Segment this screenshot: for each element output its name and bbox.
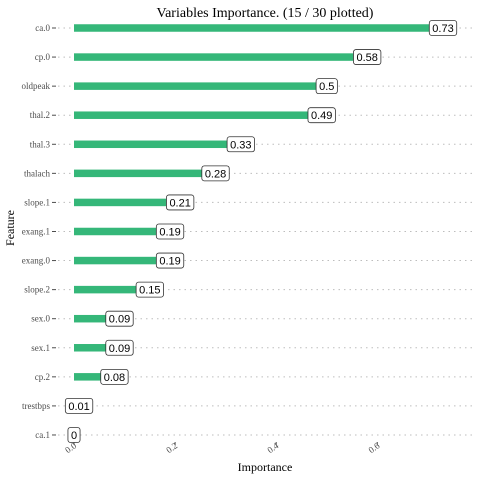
y-tick-label: exang.1 [22, 226, 50, 236]
value-label: 0.19 [155, 223, 185, 240]
value-label-box [155, 223, 185, 240]
bar [74, 169, 216, 178]
value-labels: 0.73 0.58 0.5 0.49 0.33 0.28 0.21 0.19 0.19 0.15 0… [64, 20, 458, 443]
value-label-box [135, 281, 164, 298]
value-label: 0.58 [353, 49, 382, 65]
bar [74, 198, 181, 207]
bar-series [74, 24, 443, 410]
bar [74, 256, 171, 265]
bar [74, 140, 241, 149]
bar [74, 53, 368, 61]
value-label: 0.15 [135, 281, 164, 298]
y-tick-label: slope.1 [24, 197, 50, 207]
bar [74, 111, 322, 119]
value-label: 0.21 [166, 194, 195, 211]
y-axis: ca.0 cp.0 oldpeak thal.2 thal.3 thalach slope.… [22, 23, 56, 440]
y-tick-label: slope.2 [24, 285, 50, 295]
y-tick-label: cp.2 [35, 372, 50, 382]
value-label-text: 0 [71, 430, 77, 442]
value-label-text: 0.01 [68, 401, 89, 413]
y-tick-label: thal.2 [30, 110, 50, 120]
value-label-text: 0.5 [319, 81, 334, 93]
value-label-box [315, 78, 338, 95]
bar [74, 373, 115, 381]
bar [74, 344, 120, 352]
value-label-box [166, 194, 195, 211]
value-label: 0.73 [428, 20, 458, 36]
bar [74, 285, 150, 294]
value-label: 0.19 [155, 252, 185, 269]
bar [74, 314, 120, 323]
grid-lines [58, 27, 474, 436]
value-label-text: 0.08 [104, 372, 125, 384]
value-label: 0.09 [105, 310, 134, 327]
value-label-text: 0.09 [109, 343, 130, 355]
value-label-text: 0.49 [311, 110, 332, 122]
y-tick-label: thalach [24, 168, 50, 178]
bar [74, 24, 443, 32]
value-label: 0.5 [315, 78, 338, 95]
value-label-text: 0.73 [432, 23, 453, 35]
y-tick-label: cp.0 [35, 52, 51, 62]
y-tick-label: thal.3 [30, 139, 51, 149]
value-label-box [428, 20, 458, 36]
value-label-box [105, 310, 134, 327]
value-label-text: 0.19 [159, 256, 180, 268]
value-label-text: 0.19 [159, 226, 180, 238]
y-axis-title: Feature [3, 210, 17, 246]
y-tick-label: trestbps [22, 401, 50, 411]
chart-title: Variables Importance. (15 / 30 plotted) [157, 6, 374, 21]
value-label-box [226, 136, 255, 153]
y-tick-label: ca.1 [35, 430, 50, 440]
value-label-box [64, 398, 94, 414]
value-label-box [155, 252, 185, 269]
value-label-box [105, 339, 134, 356]
y-tick-label: sex.1 [31, 343, 50, 353]
value-label: 0.09 [105, 339, 134, 356]
value-label-text: 0.28 [205, 168, 226, 180]
x-axis-title: Importance [238, 460, 293, 474]
value-label: 0 [67, 427, 81, 443]
x-tick-label: 0.4 [265, 440, 280, 455]
value-label: 0.28 [201, 165, 230, 182]
value-label: 0.08 [100, 368, 129, 385]
value-label-box [353, 49, 382, 65]
bar [74, 227, 171, 236]
x-axis: 0.0 0.2 0.4 0.6 [63, 440, 382, 455]
x-tick-label: 0.2 [164, 440, 179, 455]
value-label-box [67, 427, 81, 443]
value-label-text: 0.21 [169, 197, 190, 209]
y-tick-label: oldpeak [22, 81, 51, 91]
value-label-text: 0.09 [109, 314, 130, 326]
value-label-text: 0.15 [139, 285, 160, 297]
value-label-box [201, 165, 230, 182]
value-label-box [307, 107, 336, 124]
value-label-box [100, 368, 129, 385]
value-label: 0.33 [226, 136, 255, 153]
value-label-text: 0.58 [356, 52, 377, 64]
bar [74, 82, 327, 90]
y-tick-label: exang.0 [22, 256, 51, 266]
value-label: 0.49 [307, 107, 336, 124]
y-tick-label: sex.0 [31, 314, 50, 324]
x-tick-label: 0.6 [366, 440, 381, 455]
y-tick-label: ca.0 [35, 23, 50, 33]
value-label: 0.01 [64, 398, 94, 414]
value-label-text: 0.33 [230, 139, 251, 151]
